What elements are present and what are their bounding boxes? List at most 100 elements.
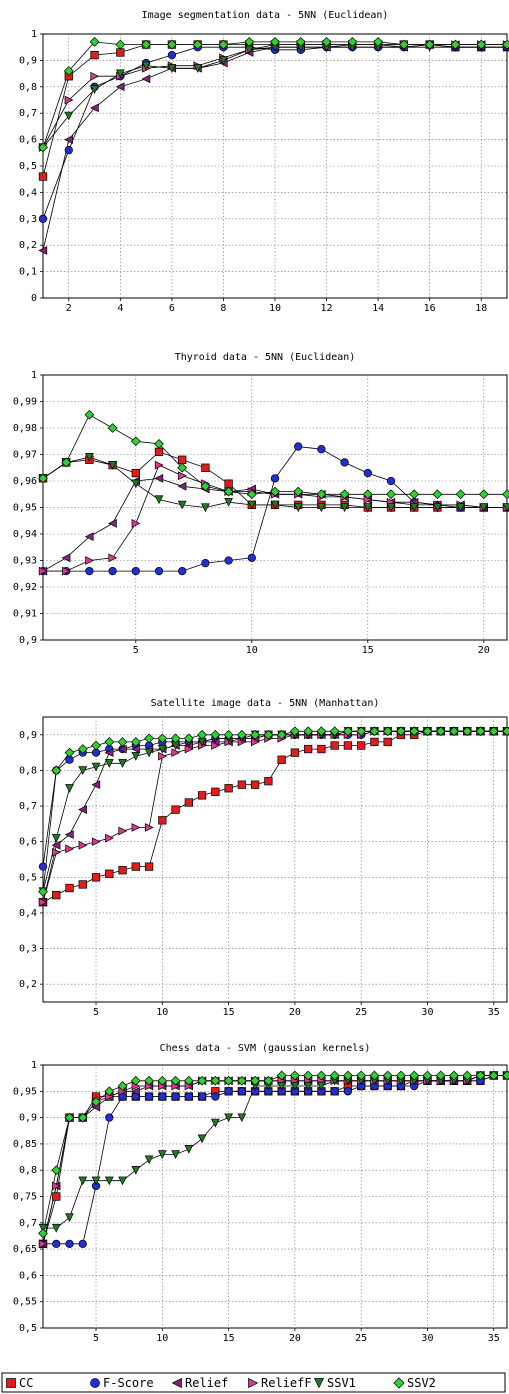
data-point-cc bbox=[158, 816, 167, 825]
data-point-cc bbox=[65, 883, 74, 893]
y-tick-label: 0,9 bbox=[19, 635, 37, 646]
data-point-ssv1 bbox=[104, 759, 114, 768]
data-point-ssv1 bbox=[177, 500, 187, 510]
y-tick-label: 0,3 bbox=[19, 214, 37, 225]
data-point-ssv1 bbox=[317, 503, 326, 513]
y-tick-label: 0,5 bbox=[19, 872, 37, 883]
data-point-ssv2 bbox=[223, 1075, 234, 1086]
legend-item: ReliefF bbox=[248, 1376, 312, 1390]
x-tick-label: 18 bbox=[475, 303, 487, 314]
data-point-ssv2 bbox=[117, 1081, 128, 1091]
data-point-relieff bbox=[90, 71, 100, 81]
data-point-ssv1 bbox=[197, 1134, 207, 1144]
legend-item: SSV2 bbox=[393, 1376, 436, 1390]
data-point-ssv1 bbox=[201, 503, 210, 513]
data-point-relieff bbox=[64, 95, 74, 105]
y-tick-label: 0,99 bbox=[13, 397, 37, 408]
data-point-ssv2 bbox=[170, 1075, 181, 1086]
x-tick-label: 25 bbox=[355, 1333, 367, 1344]
data-point-ssv2 bbox=[347, 37, 358, 47]
data-point-ssv2 bbox=[244, 37, 255, 47]
chart-2: Thyroid data - 5NN (Euclidean) 0,9 0,91 0,9… bbox=[13, 352, 509, 656]
y-tick-label: 0,2 bbox=[19, 979, 37, 990]
y-tick-label: 0,7 bbox=[19, 1218, 37, 1229]
series-line-relieff bbox=[42, 1075, 507, 1244]
data-point-f-score bbox=[247, 553, 256, 562]
series-line-cc bbox=[42, 1075, 507, 1244]
data-point-cc bbox=[90, 50, 99, 60]
chart-4: Chess data - SVM (gaussian kernels) 0,5 0,… bbox=[13, 1043, 509, 1344]
data-point-relief bbox=[64, 830, 74, 839]
data-point-cc bbox=[370, 737, 379, 747]
data-point-relieff bbox=[131, 823, 141, 832]
data-point-relief bbox=[84, 532, 94, 542]
data-point-cc bbox=[357, 741, 366, 750]
y-tick-label: 0,1 bbox=[19, 267, 37, 278]
data-point-relieff bbox=[154, 460, 164, 470]
data-point-relieff bbox=[78, 840, 88, 850]
data-point-ssv1 bbox=[317, 1081, 326, 1091]
data-point-ssv2 bbox=[51, 1165, 62, 1176]
data-point-relieff bbox=[62, 566, 71, 576]
data-point-f-score bbox=[64, 146, 73, 155]
data-point-f-score bbox=[184, 1092, 193, 1101]
data-point-f-score bbox=[211, 1092, 220, 1101]
data-point-ssv2 bbox=[107, 423, 118, 433]
y-tick-label: 0,98 bbox=[13, 423, 37, 434]
chart-title: Chess data - SVM (gaussian kernels) bbox=[160, 1043, 371, 1054]
data-point-f-score bbox=[154, 566, 164, 576]
data-point-relieff bbox=[158, 751, 167, 761]
data-point-ssv1 bbox=[270, 500, 280, 510]
x-tick-label: 4 bbox=[117, 303, 123, 314]
data-point-cc bbox=[317, 744, 326, 754]
data-point-ssv2 bbox=[64, 747, 75, 758]
data-point-ssv2 bbox=[130, 1075, 141, 1086]
data-point-ssv1 bbox=[51, 833, 61, 843]
y-tick-label: 0,8 bbox=[19, 82, 37, 93]
data-point-cc bbox=[383, 737, 392, 747]
data-point-ssv2 bbox=[316, 726, 327, 737]
data-point-ssv1 bbox=[293, 503, 303, 513]
data-point-ssv2 bbox=[409, 1070, 420, 1081]
data-point-ssv1 bbox=[479, 503, 489, 513]
data-point-cc bbox=[131, 468, 140, 478]
data-point-ssv2 bbox=[91, 740, 101, 751]
data-point-ssv2 bbox=[435, 1070, 446, 1081]
data-point-ssv2 bbox=[130, 737, 141, 747]
data-point-cc bbox=[290, 748, 300, 757]
x-tick-label: 10 bbox=[269, 303, 281, 314]
data-point-f-score bbox=[224, 1087, 233, 1096]
legend-label: F-Score bbox=[103, 1376, 154, 1390]
y-tick-label: 0,6 bbox=[19, 1270, 37, 1281]
data-point-f-score bbox=[386, 476, 396, 486]
data-point-ssv2 bbox=[488, 1070, 499, 1081]
data-point-f-score bbox=[105, 1113, 114, 1122]
data-point-f-score bbox=[52, 1239, 61, 1248]
data-point-ssv2 bbox=[329, 726, 340, 737]
data-point-cc bbox=[144, 862, 154, 871]
y-tick-label: 0,65 bbox=[13, 1244, 37, 1255]
legend-marker bbox=[90, 1378, 100, 1388]
x-tick-label: 35 bbox=[488, 1333, 500, 1344]
data-point-cc bbox=[91, 873, 101, 882]
y-tick-label: 0,94 bbox=[13, 529, 37, 540]
data-point-cc bbox=[154, 447, 164, 456]
data-point-ssv1 bbox=[51, 1223, 61, 1233]
data-point-f-score bbox=[108, 566, 117, 576]
data-point-ssv1 bbox=[456, 503, 465, 513]
data-point-ssv2 bbox=[157, 1075, 168, 1086]
data-point-ssv1 bbox=[193, 64, 203, 73]
data-point-relief bbox=[38, 246, 48, 255]
x-tick-label: 8 bbox=[220, 303, 226, 314]
y-tick-label: 0,95 bbox=[13, 1086, 37, 1097]
y-tick-label: 0,55 bbox=[13, 1297, 37, 1308]
data-point-ssv1 bbox=[224, 1113, 233, 1123]
data-point-ssv2 bbox=[51, 765, 62, 776]
data-point-relief bbox=[104, 748, 114, 757]
x-tick-label: 15 bbox=[362, 645, 374, 656]
data-point-f-score bbox=[171, 1092, 180, 1101]
data-point-f-score bbox=[201, 559, 210, 568]
y-tick-label: 0,4 bbox=[19, 187, 37, 198]
data-point-ssv2 bbox=[396, 1070, 406, 1081]
